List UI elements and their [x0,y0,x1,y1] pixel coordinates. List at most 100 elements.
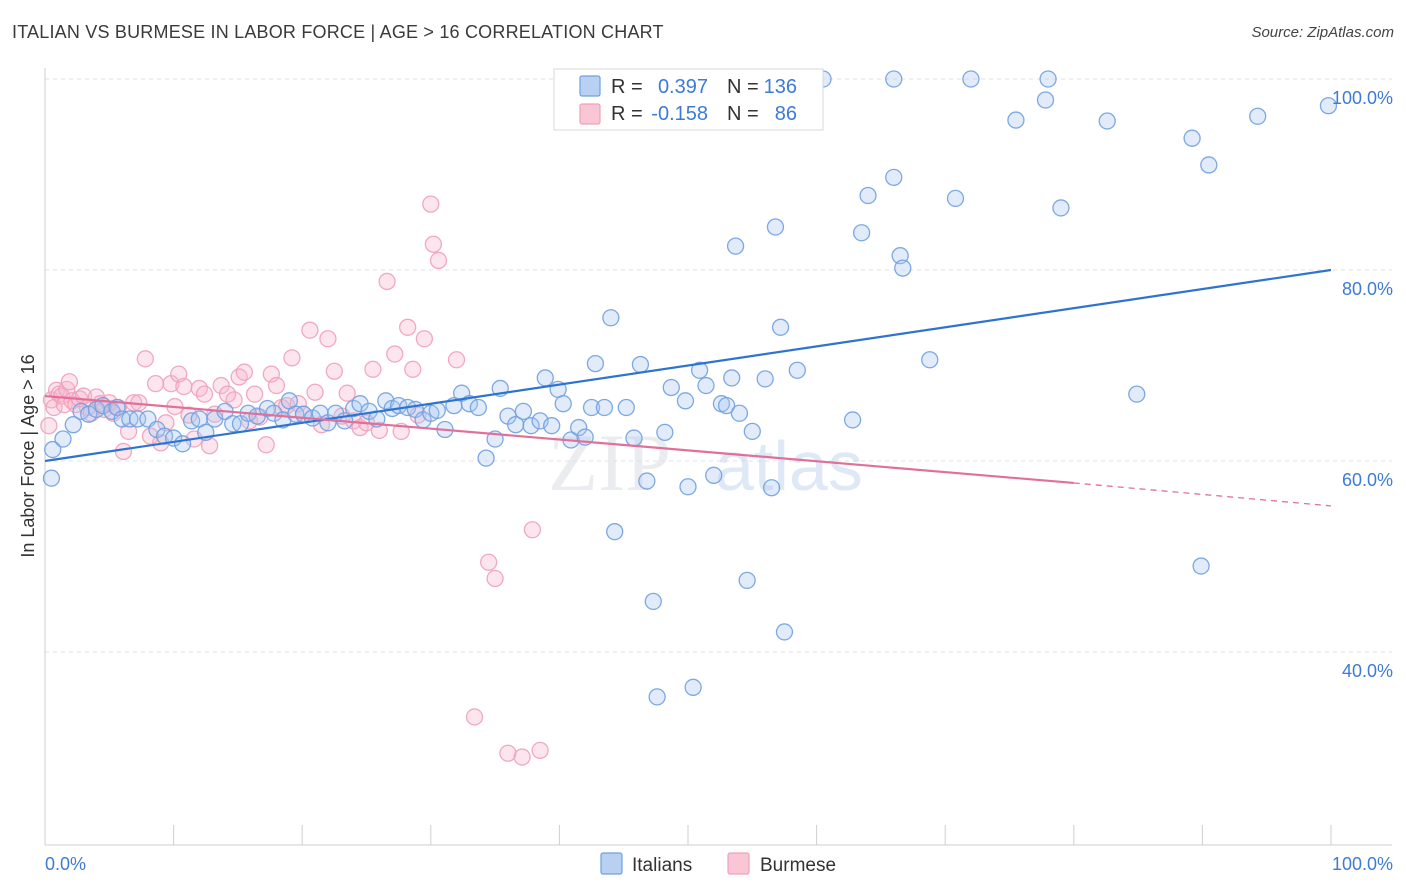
italians-point [766,218,785,236]
burmese-trend-extension [1073,482,1332,507]
italians-point [64,416,82,434]
italians-point [676,392,695,410]
italians-point [173,435,192,453]
legend-n-label-burmese: N = [727,103,759,125]
source-label: Source: ZipAtlas.com [1251,24,1394,41]
italians-point [738,571,756,590]
burmese-point [212,376,230,395]
italians-point [771,318,790,336]
italians-points [42,70,1338,706]
burmese-point [245,385,264,403]
burmese-point [230,368,248,386]
burmese-point [200,437,219,455]
burmese-trend-line [44,394,1074,485]
burmese-point [399,318,417,336]
italians-point [1319,97,1338,115]
italians-point [595,398,614,417]
italians-point [762,479,781,497]
italians-point [684,678,702,696]
tick-labels: 40.0% 60.0% 80.0% 100.0% 0.0% 100.0% [45,88,1393,874]
burmese-point [404,360,422,378]
burmese-point [146,374,165,393]
italians-point [606,523,624,541]
burmese-point [465,708,484,726]
burmese-point [378,272,396,291]
italians-point [843,411,862,429]
italians-point [697,376,715,395]
burmese-point [424,235,443,253]
burmese-point [523,521,542,539]
axes [44,68,1392,846]
italians-point [514,402,533,420]
burmese-point [422,195,440,213]
burmese-point [141,427,160,445]
italians-point [44,440,62,459]
y-tick-label: 100.0% [1332,88,1393,108]
watermark-zip: ZIP [548,417,671,508]
burmese-point [429,251,448,270]
italians-point [554,395,572,413]
italians-trend-line [44,268,1332,463]
burmese-point [319,330,337,348]
italians-point [894,259,912,277]
italians-point [946,189,965,208]
bottom-legend-label-burmese: Burmese [760,855,836,876]
italians-point [1098,112,1116,130]
burmese-point [175,377,193,396]
italians-point [648,688,666,706]
burmese-point [447,351,466,369]
burmese-point [306,383,324,401]
italians-point [1039,70,1057,88]
legend-swatch-italians [579,75,601,97]
x-tick-label: 0.0% [45,854,86,874]
stats-legend: R = 0.397 N = 136 R = -0.158 N = 86 [553,68,824,131]
italians-point [625,429,643,447]
burmese-point [283,349,301,367]
italians-point [788,361,806,379]
italians-point [586,354,605,373]
italians-point [656,423,674,442]
burmese-point [136,350,154,368]
italians-point [477,449,495,467]
italians-point [570,418,588,437]
italians-point [1183,129,1201,147]
burmese-point [267,376,286,395]
burmese-point [415,330,434,348]
legend-n-value-burmese: 86 [775,103,797,125]
bottom-legend-swatch-italians [600,852,623,875]
italians-point [522,417,540,435]
legend-r-label-burmese: R = [611,103,643,125]
burmese-point [195,385,214,403]
burmese-point [235,363,253,381]
legend-r-value-burmese: -0.158 [651,103,708,125]
italians-point [617,398,635,417]
italians-point [1052,199,1070,217]
italians-point [662,378,680,397]
watermark-atlas: atlas [715,427,863,505]
italians-point [54,430,72,448]
legend-swatch-burmese [579,103,601,125]
italians-point [775,623,794,641]
burmese-point [499,744,517,762]
italians-point [743,422,761,441]
burmese-point [114,442,133,461]
italians-point [1200,156,1218,174]
italians-point [1128,385,1146,403]
italians-point [1249,107,1267,125]
italians-point [460,395,479,413]
italians-point [1036,91,1055,109]
y-axis-title: In Labor Force | Age > 16 [18,354,38,557]
chart-title: ITALIAN VS BURMESE IN LABOR FORCE | AGE … [12,22,664,42]
burmese-point [157,414,175,432]
burmese-point [325,362,344,380]
burmese-points [40,195,549,766]
y-tick-label: 60.0% [1342,470,1393,490]
italians-point [42,469,61,487]
italians-point [705,466,723,484]
burmese-point [257,436,275,454]
italians-point [602,309,620,327]
italians-point [962,70,980,88]
burmese-point [40,417,58,435]
italians-point [1192,557,1210,575]
